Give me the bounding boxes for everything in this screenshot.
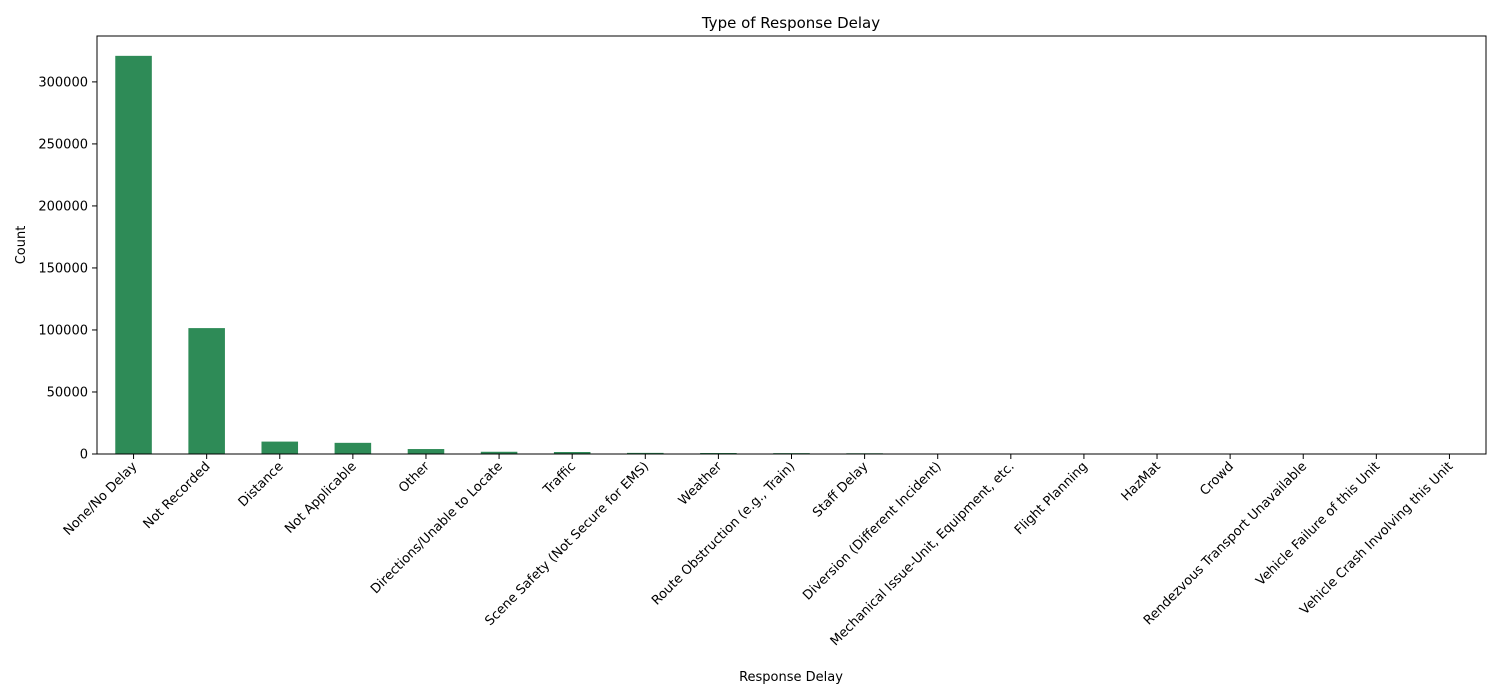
x-tick-label: Scene Safety (Not Secure for EMS) (482, 459, 652, 629)
x-tick-label: None/No Delay (61, 459, 141, 539)
bar (188, 328, 225, 454)
bar (553, 452, 591, 454)
x-tick-label: Other (396, 459, 433, 496)
x-tick-label: Flight Planning (1012, 459, 1091, 538)
y-tick-label: 200000 (38, 199, 88, 214)
bar (115, 55, 152, 454)
y-tick-label: 0 (80, 448, 88, 463)
x-tick-label: Vehicle Crash Involving this Unit (1297, 459, 1456, 618)
bar (261, 441, 299, 454)
y-tick-label: 150000 (38, 261, 88, 276)
plot-frame (96, 35, 1487, 455)
x-tick-label: HazMat (1119, 459, 1164, 504)
y-tick-label: 300000 (38, 75, 88, 90)
x-tick-label: Not Recorded (141, 459, 214, 532)
x-tick-label: Not Applicable (282, 459, 359, 536)
bar (407, 449, 445, 454)
bar (334, 442, 372, 454)
x-tick-label: Directions/Unable to Locate (368, 459, 506, 597)
x-tick-label: Vehicle Failure of this Unit (1253, 459, 1383, 589)
x-tick-label: Traffic (540, 459, 579, 498)
bars-group (115, 55, 1468, 454)
chart-title: Type of Response Delay (701, 14, 880, 32)
bar (480, 451, 518, 454)
y-axis: 0 50000 100000 150000 200000 250000 300000 (38, 75, 97, 463)
x-tick-label: Distance (236, 459, 287, 510)
y-axis-label: Count (14, 226, 29, 265)
x-tick-label: Staff Delay (810, 459, 872, 521)
x-tick-label: Crowd (1197, 459, 1237, 499)
y-tick-label: 250000 (38, 137, 88, 152)
x-tick-label: Rendezvous Transport Unavailable (1141, 459, 1310, 628)
x-tick-label: Route Obstruction (e.g., Train) (649, 459, 798, 608)
x-tick-label: Weather (676, 459, 726, 509)
x-axis-label: Response Delay (739, 670, 843, 685)
bar (627, 452, 664, 454)
y-tick-label: 100000 (38, 323, 88, 338)
x-tick-label: Diversion (Different Incident) (800, 459, 944, 603)
y-tick-label: 50000 (47, 385, 88, 400)
